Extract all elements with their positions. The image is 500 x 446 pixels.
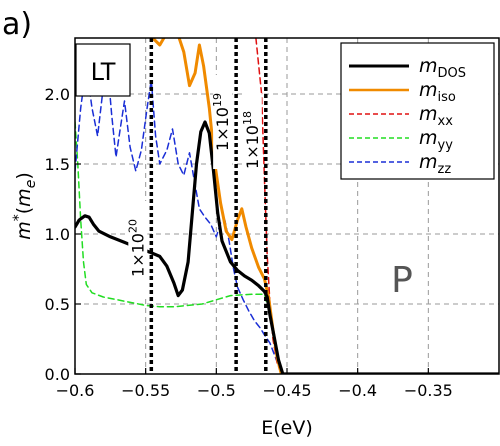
y-axis-title: m*(me) (11, 172, 39, 240)
doping-label-bg (128, 201, 148, 295)
x-tick-label: −0.6 (56, 381, 95, 400)
y-axis-sub: e (23, 180, 39, 189)
y-tick-label: 1.5 (45, 155, 70, 174)
legend-label-sub: xx (438, 114, 454, 129)
x-tick-label: −0.55 (121, 381, 170, 400)
inset-label: LT (91, 58, 116, 86)
doping-label-base: 1×10 (213, 107, 232, 151)
y-tick-label: 2.0 (45, 85, 70, 104)
doping-label-base: 1×10 (243, 125, 262, 169)
doping-label-exp: 18 (241, 111, 254, 125)
y-tick-label: 1.0 (45, 225, 70, 244)
doping-label: 1×1018 (241, 111, 262, 169)
legend-label-main: m (419, 55, 438, 77)
doping-label: 1×1019 (211, 93, 232, 151)
doping-label-exp: 20 (126, 219, 139, 233)
doping-label-bg (213, 75, 233, 169)
x-tick-label: −0.45 (262, 381, 311, 400)
legend-frame (340, 42, 495, 180)
legend-label-sub: yy (438, 138, 454, 153)
doping-label-bg (242, 93, 262, 187)
legend-label-main: m (419, 151, 438, 173)
x-tick-label: −0.4 (338, 381, 377, 400)
legend-label-sub: zz (438, 162, 452, 177)
x-ticks: −0.6 −0.55 −0.5 −0.45 −0.4 −0.35 (56, 368, 453, 400)
y-tick-label: 0.0 (45, 365, 70, 384)
y-axis-paren-close: ) (13, 172, 35, 179)
legend-label-main: m (419, 79, 438, 101)
inset-label-frame (75, 43, 131, 97)
legend-label-yy: myy (419, 127, 453, 153)
legend-label-sub: DOS (438, 66, 467, 81)
inset-label-box: LT (75, 43, 131, 97)
legend-label-main: m (419, 103, 438, 125)
series-line-zz (75, 65, 499, 374)
legend-label-dos: mDOS (419, 55, 466, 81)
x-tick-label: −0.35 (404, 381, 453, 400)
doping-label-exp: 19 (211, 93, 224, 107)
x-tick-label: −0.5 (197, 381, 236, 400)
y-tick-label: 0.5 (45, 295, 70, 314)
region-label: P (391, 260, 413, 301)
doping-label-base: 1×10 (128, 233, 147, 277)
y-axis-main: m (13, 221, 35, 240)
panel-label: a) (2, 7, 32, 42)
y-ticks: 0.0 0.5 1.0 1.5 2.0 (45, 85, 81, 384)
doping-label: 1×1020 (126, 219, 147, 277)
legend-label-sub: iso (438, 90, 456, 105)
legend-label-zz: mzz (419, 151, 451, 177)
y-axis-paren-open: ( (13, 207, 35, 214)
series-line-iso (151, 38, 283, 374)
legend-label-xx: mxx (419, 103, 453, 129)
y-axis-inner: m (13, 188, 35, 207)
series-line-yy (75, 121, 283, 374)
x-axis-title: E(eV) (261, 417, 313, 439)
legend-label-main: m (419, 127, 438, 149)
y-axis-sup: * (11, 214, 27, 221)
legend-label-iso: miso (419, 79, 456, 105)
